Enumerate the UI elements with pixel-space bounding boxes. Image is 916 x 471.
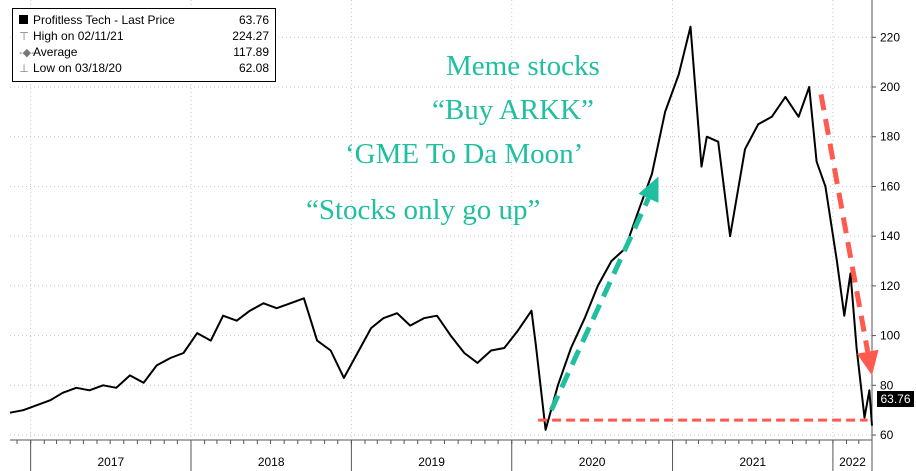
- x-year-label: 2022: [839, 455, 866, 469]
- y-tick-label: 100: [880, 329, 900, 343]
- legend-row-low: ⊥ Low on 03/18/20 62.08: [19, 61, 269, 77]
- x-year-label: 2019: [418, 455, 445, 469]
- legend-row-high: ⊤ High on 02/11/21 224.27: [19, 29, 269, 45]
- y-tick-label: 180: [880, 130, 900, 144]
- y-tick-label: 120: [880, 279, 900, 293]
- last-price-label: 63.76: [877, 391, 914, 407]
- legend-high-value: 224.27: [232, 29, 269, 43]
- legend-row-average: -◆- Average 117.89: [19, 45, 269, 61]
- down-arrow-shaft: [818, 94, 871, 353]
- x-year-label: 2021: [739, 455, 766, 469]
- series-square-icon: [19, 15, 28, 24]
- high-marker-icon: ⊤: [19, 31, 29, 43]
- chart-legend: Profitless Tech - Last Price 63.76 ⊤ Hig…: [12, 8, 276, 82]
- y-tick-label: 160: [880, 179, 900, 193]
- annotation-stocks-go-up: “Stocks only go up”: [306, 194, 541, 226]
- annotation-overlays: [538, 94, 879, 422]
- legend-row-series: Profitless Tech - Last Price 63.76: [19, 13, 269, 29]
- annotation-gme-moon: ‘GME To Da Moon’: [345, 138, 584, 170]
- annotation-buy-arkk: “Buy ARKK”: [432, 94, 594, 126]
- x-year-label: 2017: [97, 455, 124, 469]
- y-tick-label: 220: [880, 30, 900, 44]
- series-group: [9, 25, 873, 431]
- legend-series-name: Profitless Tech - Last Price: [33, 13, 175, 27]
- x-year-label: 2018: [258, 455, 285, 469]
- y-tick-label: 80: [880, 378, 894, 392]
- low-marker-icon: ⊥: [19, 63, 29, 75]
- legend-last-value: 63.76: [238, 13, 269, 27]
- grid-lines: [10, 0, 872, 440]
- price-line: [9, 25, 873, 431]
- y-tick-label: 200: [880, 80, 900, 94]
- legend-average-label: Average: [33, 45, 78, 59]
- legend-average-value: 117.89: [233, 45, 269, 59]
- average-marker-icon: -◆-: [19, 47, 35, 59]
- y-tick-label: 60: [880, 428, 894, 442]
- legend-high-label: High on 02/11/21: [33, 29, 124, 43]
- legend-low-value: 62.08: [238, 61, 269, 75]
- axes: 60 80 100 120 140 160 180 200 220 2017 2018 2019 202…: [10, 0, 900, 471]
- annotation-meme-stocks: Meme stocks: [446, 50, 600, 82]
- legend-low-label: Low on 03/18/20: [33, 61, 122, 75]
- plot-area: 60 80 100 120 140 160 180 200 220 2017 2018 2019 202…: [9, 0, 900, 471]
- up-arrow-shaft: [549, 197, 651, 412]
- up-arrow-head: [638, 176, 659, 203]
- y-tick-label: 140: [880, 229, 900, 243]
- x-year-label: 2020: [579, 455, 606, 469]
- down-arrow-head: [856, 349, 879, 376]
